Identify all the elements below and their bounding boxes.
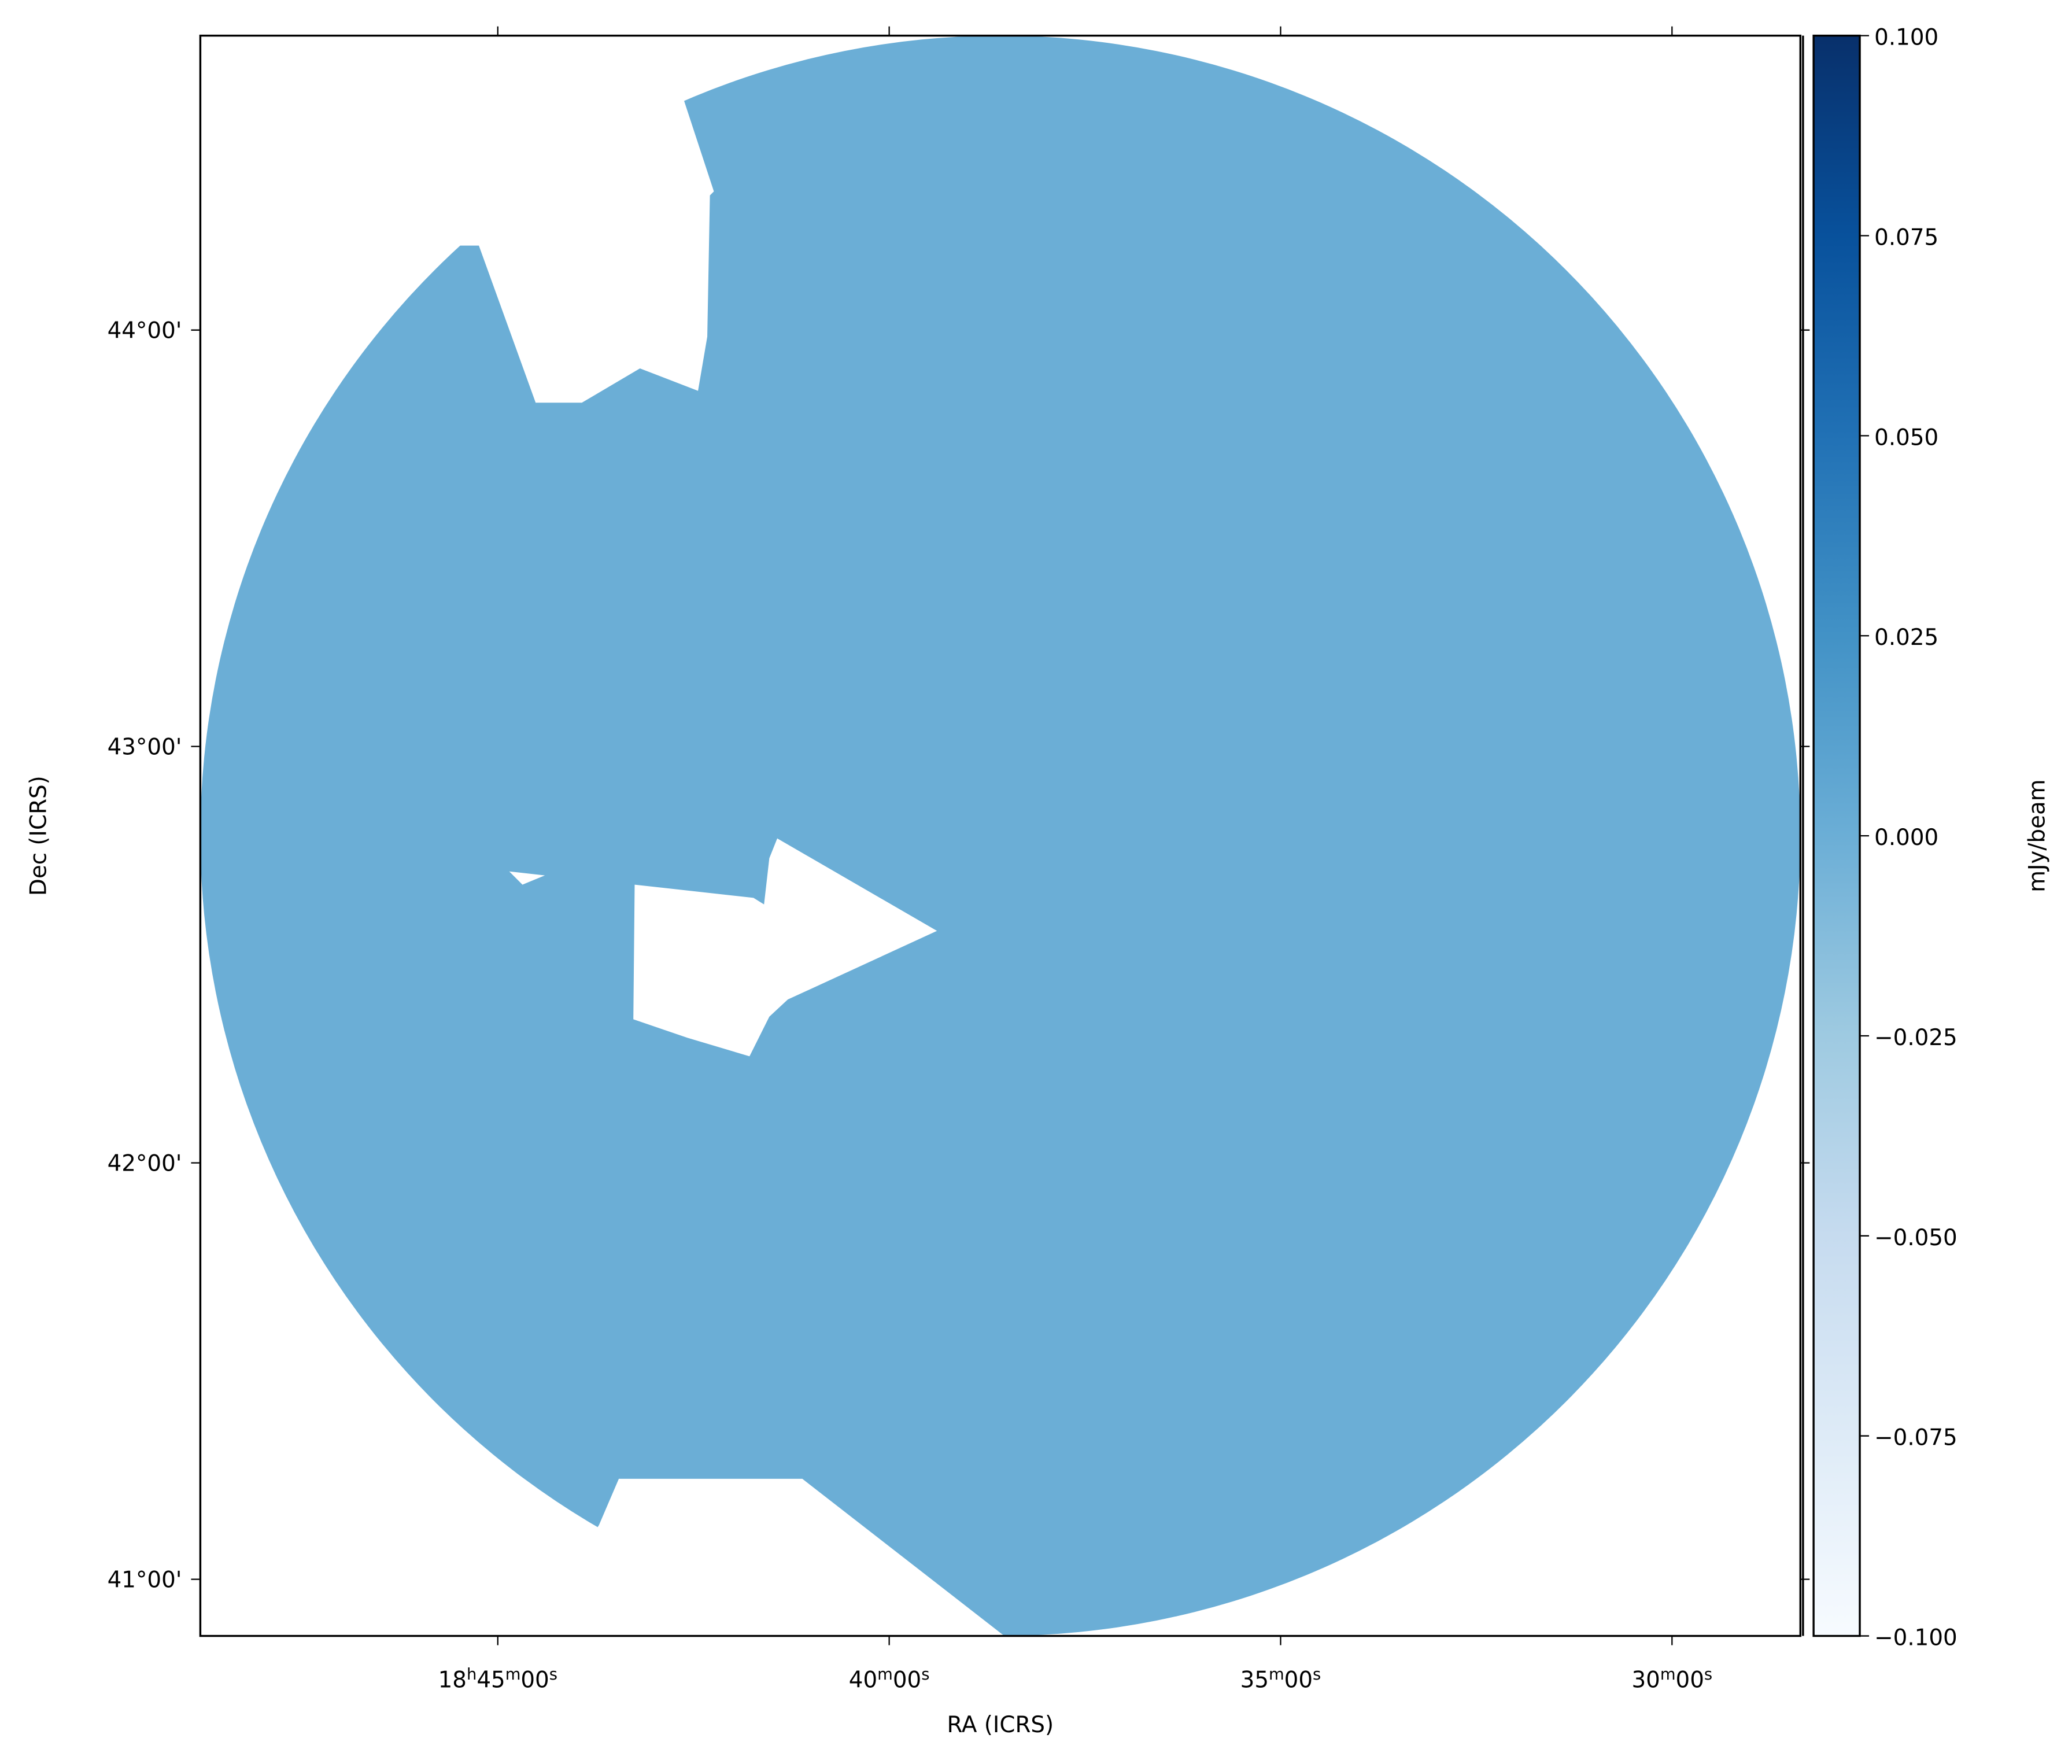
x-tick-label: 18h45m00s <box>438 1666 557 1693</box>
field <box>200 36 1800 1636</box>
y-tick-label: 44°00' <box>108 318 182 344</box>
x-tick-label: 30m00s <box>1631 1666 1712 1693</box>
masked-region <box>200 35 714 403</box>
colorbar-label: mJy/beam <box>2025 779 2051 892</box>
colorbar-tick-label: −0.025 <box>1874 1025 1957 1051</box>
x-tick-label: 35m00s <box>1240 1666 1321 1693</box>
masked-region <box>529 1478 1004 1636</box>
masked-region <box>633 838 937 1057</box>
colorbar-tick-label: 0.075 <box>1874 224 1938 250</box>
colorbar-tick-label: −0.050 <box>1874 1225 1957 1251</box>
x-tick-label: 40m00s <box>849 1666 930 1693</box>
y-tick-label: 41°00' <box>108 1567 182 1593</box>
y-tick-label: 43°00' <box>108 734 182 760</box>
colorbar-tick-label: 0.000 <box>1874 825 1938 851</box>
colorbar-tick-label: 0.100 <box>1874 25 1938 51</box>
x-axis-label: RA (ICRS) <box>947 1712 1054 1738</box>
colorbar-tick-label: −0.100 <box>1874 1625 1957 1651</box>
masked-region <box>509 871 545 885</box>
sky-image <box>200 35 1800 1636</box>
axes-frame <box>199 34 1802 1637</box>
colorbar-tick-label: 0.025 <box>1874 625 1938 651</box>
colorbar-tick-label: −0.075 <box>1874 1425 1957 1451</box>
y-tick-label: 42°00' <box>108 1150 182 1176</box>
colorbar <box>1812 34 1861 1637</box>
colorbar-tick-label: 0.050 <box>1874 425 1938 451</box>
y-axis-label: Dec (ICRS) <box>25 776 51 896</box>
